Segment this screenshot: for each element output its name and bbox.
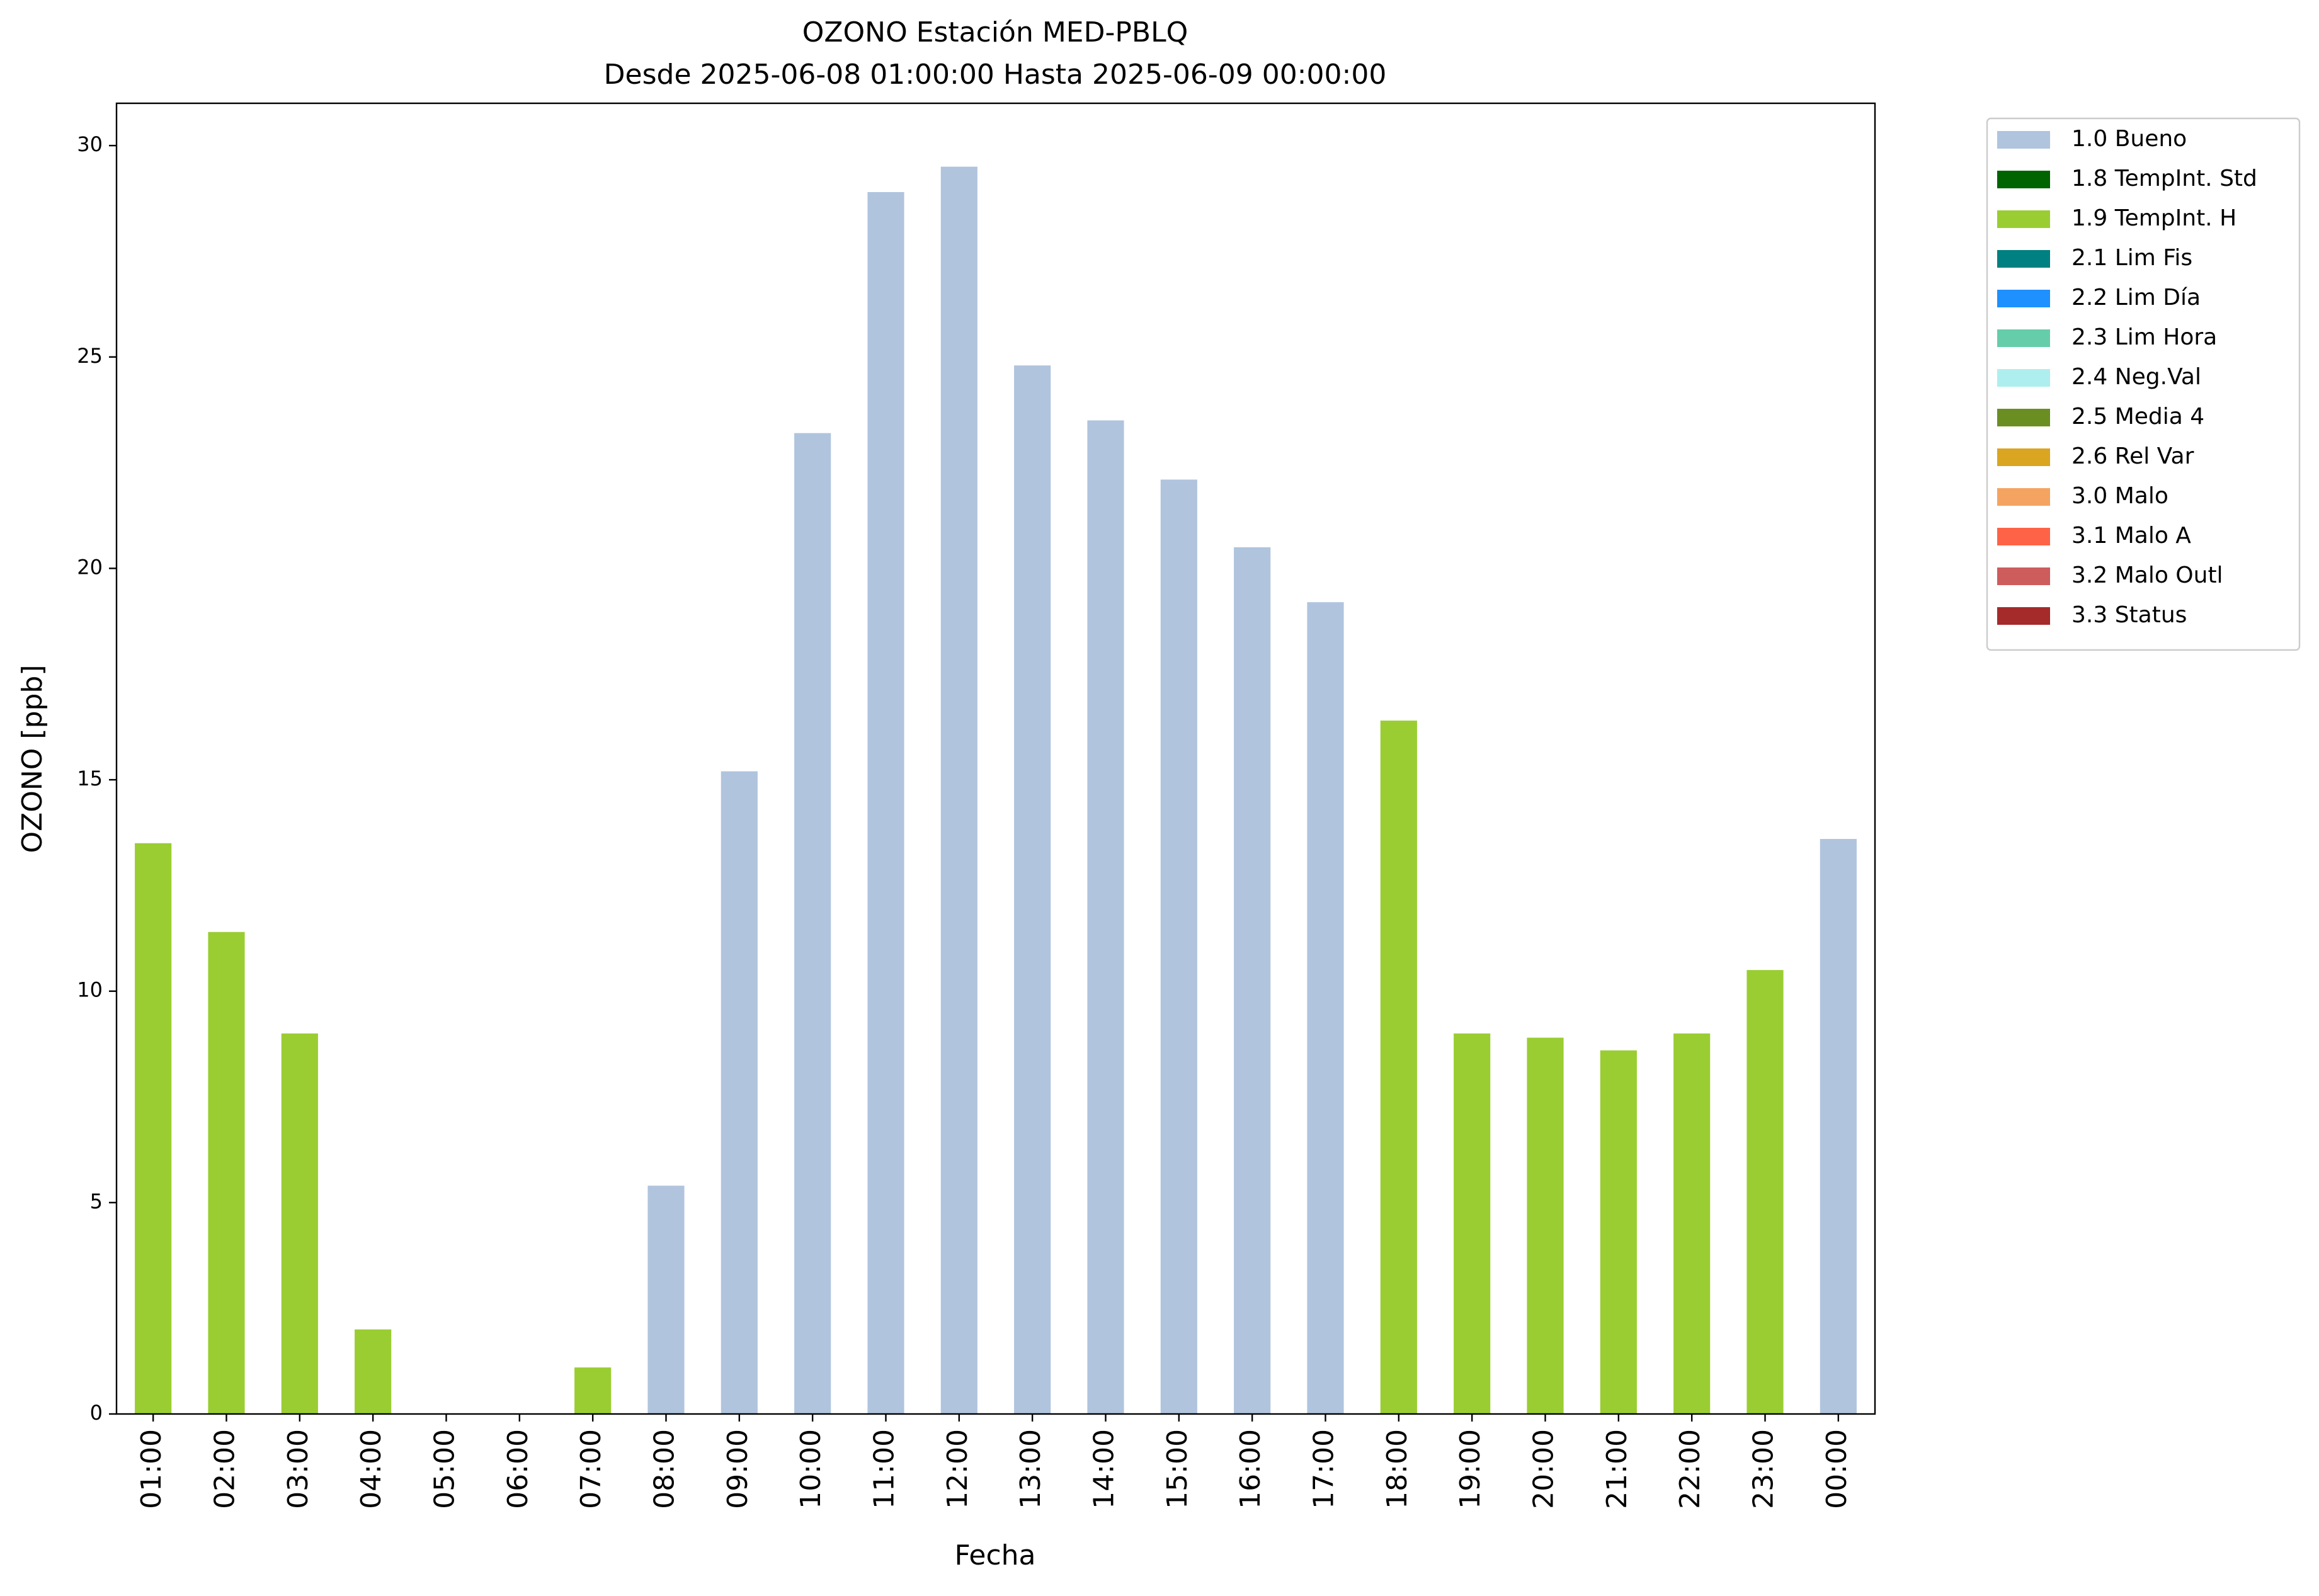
bar	[135, 843, 172, 1414]
x-tick-label: 02:00	[209, 1429, 241, 1509]
legend-label: 2.4 Neg.Val	[2071, 364, 2201, 390]
y-tick-label: 20	[77, 555, 103, 579]
chart-title: OZONO Estación MED-PBLQ	[802, 16, 1188, 48]
legend-swatch	[1997, 329, 2050, 347]
bar	[1307, 602, 1344, 1414]
bars	[135, 166, 1857, 1415]
x-tick-label: 11:00	[869, 1429, 901, 1509]
bar	[867, 191, 904, 1415]
legend-swatch	[1997, 528, 2050, 545]
legend-label: 1.0 Bueno	[2071, 126, 2187, 152]
legend-label: 2.5 Media 4	[2071, 404, 2204, 430]
bar	[1673, 1033, 1711, 1414]
legend: 1.0 Bueno 1.8 TempInt. Std 1.9 TempInt. H 2…	[1986, 117, 2301, 651]
bar	[940, 166, 977, 1414]
x-tick-label: 09:00	[722, 1429, 754, 1509]
legend-swatch	[1997, 250, 2050, 268]
y-tick-label: 5	[90, 1189, 103, 1213]
bar	[1234, 547, 1271, 1414]
bar	[647, 1185, 685, 1414]
chart-subtitle: Desde 2025-06-08 01:00:00 Hasta 2025-06-…	[604, 59, 1387, 91]
x-tick-label: 10:00	[795, 1429, 827, 1509]
bar	[1160, 479, 1197, 1414]
legend-swatch	[1997, 290, 2050, 307]
legend-swatch	[1997, 488, 2050, 506]
legend-swatch	[1997, 171, 2050, 188]
x-tick-label: 06:00	[502, 1429, 534, 1509]
bar	[208, 932, 245, 1414]
y-axis-label: OZONO [ppb]	[16, 664, 48, 853]
x-tick-label: 18:00	[1381, 1429, 1413, 1509]
legend-swatch	[1997, 409, 2050, 426]
x-tick-label: 22:00	[1674, 1429, 1706, 1509]
y-tick-label: 30	[77, 132, 103, 156]
legend-label: 2.1 Lim Fis	[2071, 245, 2192, 271]
x-tick-label: 13:00	[1015, 1429, 1047, 1509]
legend-swatch	[1997, 607, 2050, 625]
legend-swatch	[1997, 210, 2050, 228]
x-tick-label: 19:00	[1454, 1429, 1486, 1509]
legend-label: 2.6 Rel Var	[2071, 443, 2194, 469]
x-tick-label: 05:00	[429, 1429, 461, 1509]
legend-swatch	[1997, 448, 2050, 466]
legend-box	[1986, 117, 2301, 651]
x-tick-label: 17:00	[1308, 1429, 1340, 1509]
x-tick-label: 21:00	[1601, 1429, 1633, 1509]
x-axis-label: Fecha	[954, 1539, 1035, 1571]
x-tick-label: 16:00	[1234, 1429, 1267, 1509]
y-tick-label: 0	[90, 1401, 103, 1425]
bar	[1527, 1037, 1564, 1414]
legend-label: 3.2 Malo Outl	[2071, 562, 2223, 588]
x-tick-label: 20:00	[1528, 1429, 1560, 1509]
bar	[1014, 365, 1051, 1415]
x-tick-label: 04:00	[355, 1429, 387, 1509]
x-tick-label: 23:00	[1748, 1429, 1780, 1509]
legend-label: 3.0 Malo	[2071, 483, 2168, 509]
bar	[1087, 420, 1124, 1414]
bar	[574, 1367, 612, 1414]
x-tick-label: 03:00	[282, 1429, 314, 1509]
legend-label: 1.8 TempInt. Std	[2071, 166, 2257, 191]
plot-frame	[115, 102, 1876, 1415]
bar	[1380, 721, 1417, 1414]
legend-swatch	[1997, 567, 2050, 585]
bar	[721, 771, 758, 1414]
y-tick-label: 10	[77, 978, 103, 1002]
legend-swatch	[1997, 369, 2050, 387]
bar	[1600, 1050, 1637, 1414]
x-tick-label: 15:00	[1161, 1429, 1194, 1509]
legend-label: 1.9 TempInt. H	[2071, 205, 2236, 231]
axes: 0 5 10 15 20 25 30 01:00 02:00 03:00 04:00 05:00 06:…	[77, 102, 1876, 1509]
legend-label: 2.3 Lim Hora	[2071, 324, 2217, 350]
bar	[1746, 970, 1784, 1414]
legend-swatch	[1997, 131, 2050, 149]
bar	[1454, 1033, 1491, 1414]
y-tick-label: 25	[77, 344, 103, 368]
legend-label: 2.2 Lim Día	[2071, 285, 2201, 311]
legend-label: 3.1 Malo A	[2071, 523, 2191, 549]
legend-label: 3.3 Status	[2071, 602, 2187, 628]
bar	[794, 433, 831, 1414]
bar	[355, 1329, 392, 1414]
y-tick-label: 15	[77, 767, 103, 790]
x-tick-label: 07:00	[575, 1429, 607, 1509]
bar	[1820, 839, 1857, 1414]
x-tick-label: 14:00	[1088, 1429, 1120, 1509]
x-tick-label: 08:00	[649, 1429, 681, 1509]
x-tick-label: 12:00	[942, 1429, 974, 1509]
x-tick-label: 00:00	[1821, 1429, 1853, 1509]
x-tick-label: 01:00	[135, 1429, 168, 1509]
bar	[281, 1033, 318, 1414]
